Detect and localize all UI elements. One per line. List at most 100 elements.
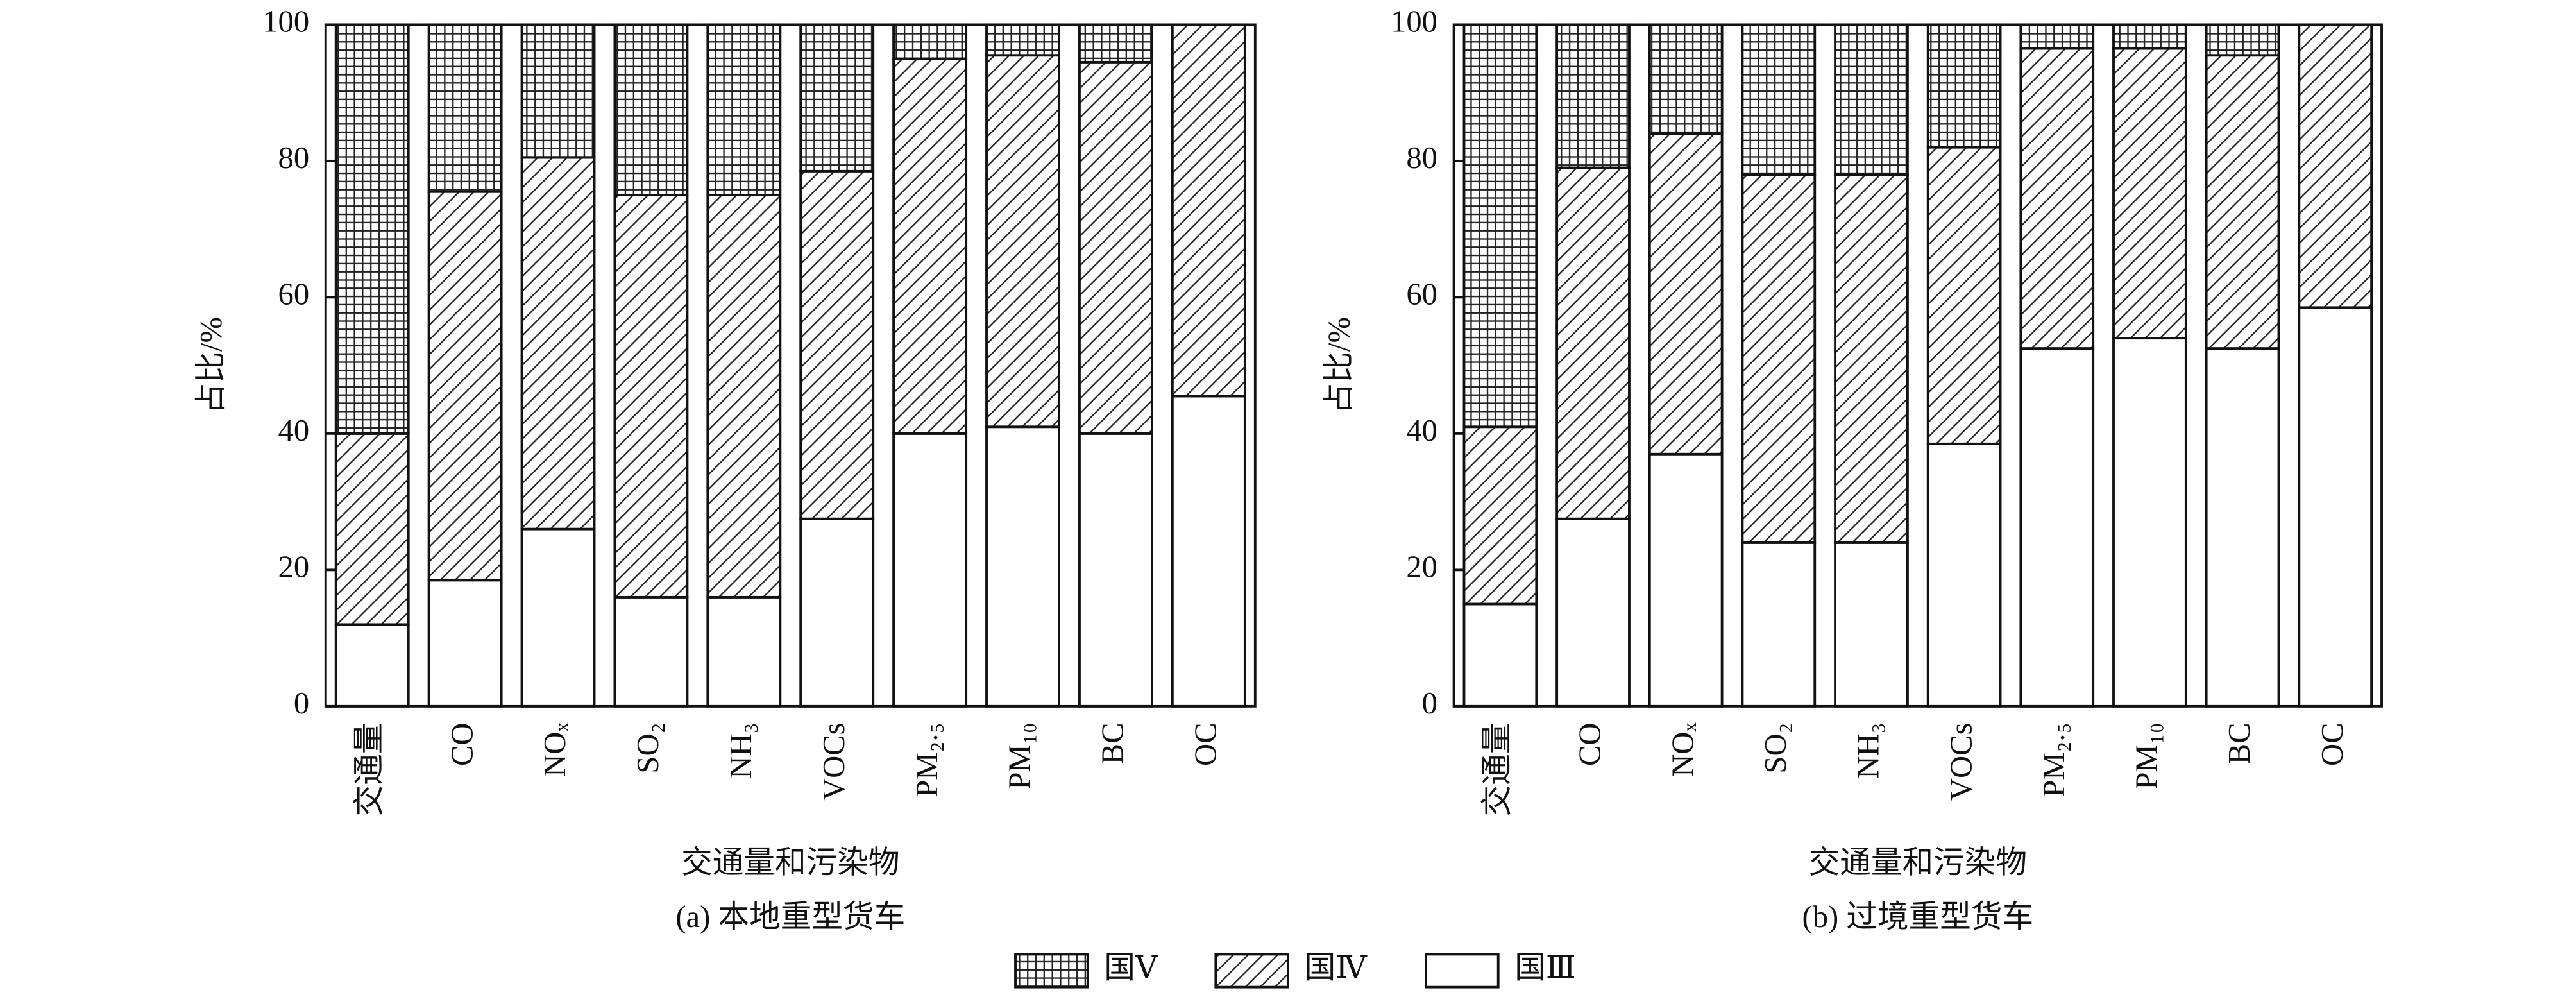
bar-segment [613, 194, 689, 599]
bar-segment [1926, 23, 2002, 149]
bar-segment [2205, 54, 2280, 350]
bar-segment [1078, 23, 1153, 64]
bar-segment [1834, 23, 1909, 176]
x-tick-label: BC [2222, 722, 2257, 764]
y-tick-label: 60 [1406, 277, 1437, 312]
y-tick-label: 40 [1406, 413, 1437, 448]
x-tick-label: VOCs [1944, 722, 1978, 801]
bar-segment [1171, 395, 1246, 708]
y-tick-label: 80 [1406, 141, 1437, 175]
x-tick-label: PM₂.₅ [910, 722, 944, 797]
bar-segment [1462, 602, 1538, 708]
x-tick-label: SO₂ [1758, 722, 1793, 773]
bar-segment [427, 190, 503, 582]
chart-subtitle: (a) 本地重型货车 [675, 899, 905, 934]
y-tick-label: 0 [1422, 686, 1437, 720]
y-tick-label: 20 [1406, 550, 1437, 584]
y-tick-label: 60 [278, 277, 310, 312]
x-tick-label: PM₁₀ [1003, 722, 1037, 789]
bar-segment [1555, 166, 1631, 520]
bar-segment [799, 169, 875, 520]
bar-segment [2205, 347, 2280, 708]
x-tick-label: SO₂ [631, 722, 665, 773]
bar-segment [1078, 60, 1153, 435]
bar-segment [613, 23, 689, 196]
x-tick-label: PM₁₀ [2130, 722, 2164, 789]
bar-segment [1555, 517, 1631, 708]
bar-segment [427, 23, 503, 193]
bar-segment [1926, 442, 2002, 708]
bar-segment [520, 23, 596, 159]
bar-segment [1834, 173, 1909, 544]
bar-segment [427, 579, 503, 708]
bar-segment [1648, 23, 1724, 135]
bar-segment [1648, 452, 1724, 708]
bar-segment [799, 517, 875, 708]
x-tick-label: NH₃ [724, 722, 758, 778]
bar-segment [520, 156, 596, 531]
x-tick-label: BC [1096, 722, 1130, 764]
bar-segment [2019, 23, 2095, 50]
bar-segment [1171, 23, 1246, 398]
bar-segment [985, 23, 1060, 57]
bar-segment [1648, 132, 1724, 456]
bar-segment [520, 527, 596, 708]
plot-frame [1452, 23, 2383, 708]
x-tick-label: CO [1573, 722, 1607, 766]
x-tick-label: NH₃ [1851, 722, 1886, 778]
bar-segment [334, 432, 410, 626]
x-tick-label: CO [445, 722, 479, 766]
bar-segment [1462, 23, 1538, 429]
bar-segment [706, 595, 782, 708]
bar-segment [334, 23, 410, 435]
legend-swatch [1014, 953, 1089, 989]
y-tick-label: 0 [294, 686, 309, 720]
bar-segment [985, 425, 1060, 708]
x-axis-label: 交通量和污染物 [1809, 845, 2027, 880]
bar-segment [1834, 541, 1909, 708]
y-tick-label: 20 [278, 550, 310, 584]
x-tick-label: 交通量 [352, 722, 386, 816]
bar-segment [892, 23, 968, 60]
bar-segment [892, 432, 968, 708]
bar-segment [2112, 337, 2187, 708]
bar-segment [2112, 47, 2187, 340]
bar-segment [2205, 23, 2280, 57]
chart-subtitle: (b) 过境重型货车 [1802, 899, 2034, 934]
bar-segment [1741, 173, 1817, 544]
legend-label: 国Ⅴ [1104, 950, 1158, 985]
x-tick-label: NOₓ [538, 722, 572, 777]
bar-segment [706, 194, 782, 599]
y-tick-label: 100 [1391, 4, 1437, 39]
bar-segment [892, 57, 968, 435]
bar-segment [1741, 541, 1817, 708]
bar-segment [799, 23, 875, 173]
y-axis-label: 占比/% [194, 317, 228, 414]
legend-label: 国Ⅲ [1514, 950, 1576, 985]
bar-segment [1555, 23, 1631, 169]
y-tick-label: 80 [278, 141, 310, 175]
x-tick-label: PM₂.₅ [2037, 722, 2071, 797]
bar-segment [1741, 23, 1817, 176]
y-axis-label: 占比/% [1322, 317, 1357, 414]
bar-segment [1078, 432, 1153, 708]
x-tick-label: NOₓ [1665, 722, 1700, 777]
x-axis-label: 交通量和污染物 [681, 845, 899, 880]
legend-label: 国Ⅳ [1305, 950, 1368, 985]
bar-segment [2298, 306, 2373, 708]
bar-segment [2019, 47, 2095, 350]
bar-segment [613, 595, 689, 708]
bar-segment [1926, 146, 2002, 445]
bar-segment [334, 623, 410, 708]
x-tick-label: VOCs [817, 722, 851, 801]
legend-swatch [1214, 953, 1289, 989]
x-tick-label: OC [1189, 722, 1223, 766]
x-tick-label: OC [2315, 722, 2350, 766]
y-tick-label: 40 [278, 413, 310, 448]
bar-segment [2112, 23, 2187, 50]
y-tick-label: 100 [262, 4, 309, 39]
bar-segment [1462, 425, 1538, 606]
bar-segment [985, 54, 1060, 429]
